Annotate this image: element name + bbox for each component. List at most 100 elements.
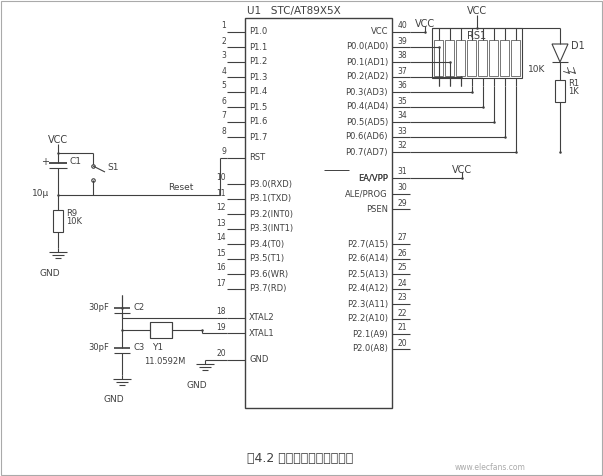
Text: 4: 4 [221, 67, 226, 76]
Text: 21: 21 [397, 324, 407, 333]
Text: 图4.2 单片机最小系统原理图: 图4.2 单片机最小系统原理图 [247, 452, 353, 465]
Text: 17: 17 [216, 278, 226, 288]
Text: 32: 32 [397, 141, 407, 150]
Text: 9: 9 [221, 148, 226, 157]
Text: 10: 10 [216, 173, 226, 182]
Text: 3: 3 [221, 51, 226, 60]
Text: 30pF: 30pF [88, 344, 109, 353]
Text: ALE/PROG: ALE/PROG [346, 189, 388, 198]
Text: P0.6(AD6): P0.6(AD6) [346, 132, 388, 141]
Text: GND: GND [249, 356, 268, 365]
Bar [555, 80, 565, 102]
Text: P2.1(A9): P2.1(A9) [352, 329, 388, 338]
Text: 14: 14 [216, 234, 226, 242]
Text: 20: 20 [397, 338, 407, 347]
Text: P2.2(A10): P2.2(A10) [347, 315, 388, 324]
Text: P3.4(T0): P3.4(T0) [249, 239, 284, 248]
Text: VCC: VCC [467, 6, 487, 16]
Text: C3: C3 [133, 344, 144, 353]
Text: 10μ: 10μ [32, 189, 49, 198]
Text: 34: 34 [397, 111, 407, 120]
Text: P2.0(A8): P2.0(A8) [352, 345, 388, 354]
Text: P3.7(RD): P3.7(RD) [249, 285, 286, 294]
Bar [500, 40, 509, 76]
Text: 23: 23 [397, 294, 407, 303]
Text: P0.3(AD3): P0.3(AD3) [346, 88, 388, 97]
Text: P1.2: P1.2 [249, 58, 267, 67]
Text: 11: 11 [216, 188, 226, 198]
Text: 33: 33 [397, 127, 407, 136]
Text: R9: R9 [66, 209, 77, 218]
Text: 1K: 1K [568, 87, 579, 96]
Text: VCC: VCC [370, 28, 388, 37]
Text: 10K: 10K [66, 217, 82, 226]
Text: 27: 27 [397, 234, 407, 242]
Text: +: + [41, 157, 49, 167]
Text: P1.4: P1.4 [249, 88, 267, 97]
Text: P1.6: P1.6 [249, 118, 267, 127]
Text: 36: 36 [397, 81, 407, 90]
Text: S1: S1 [107, 162, 119, 171]
Polygon shape [552, 44, 568, 62]
Text: 7: 7 [221, 111, 226, 120]
Bar [511, 40, 520, 76]
Text: P3.3(INT1): P3.3(INT1) [249, 225, 293, 234]
Text: GND: GND [40, 268, 60, 278]
Text: 2: 2 [221, 37, 226, 46]
Bar [467, 40, 476, 76]
Text: 1: 1 [221, 21, 226, 30]
Text: P2.3(A11): P2.3(A11) [347, 299, 388, 308]
Text: 11.0592M: 11.0592M [144, 357, 185, 367]
Text: 16: 16 [216, 264, 226, 272]
Bar [478, 40, 487, 76]
Text: P1.5: P1.5 [249, 102, 267, 111]
Bar [150, 322, 172, 338]
Text: 8: 8 [221, 127, 226, 136]
Text: VCC: VCC [452, 165, 472, 175]
Text: P2.4(A12): P2.4(A12) [347, 285, 388, 294]
Text: 29: 29 [397, 198, 407, 208]
Text: P1.1: P1.1 [249, 42, 267, 51]
Text: 18: 18 [216, 307, 226, 317]
Text: P0.0(AD0): P0.0(AD0) [346, 42, 388, 51]
Text: P0.4(AD4): P0.4(AD4) [346, 102, 388, 111]
Text: 30pF: 30pF [88, 304, 109, 313]
Text: www.elecfans.com: www.elecfans.com [455, 464, 525, 473]
Text: P0.2(AD2): P0.2(AD2) [346, 72, 388, 81]
Text: VCC: VCC [415, 19, 435, 29]
Text: P0.7(AD7): P0.7(AD7) [346, 148, 388, 157]
Text: PSEN: PSEN [366, 205, 388, 214]
Text: 19: 19 [216, 323, 226, 331]
Text: P0.1(AD1): P0.1(AD1) [346, 58, 388, 67]
Text: XTAL1: XTAL1 [249, 328, 274, 337]
Text: 22: 22 [397, 308, 407, 317]
Text: 10K: 10K [528, 66, 545, 75]
Text: P2.5(A13): P2.5(A13) [347, 269, 388, 278]
Text: Y1: Y1 [152, 344, 163, 353]
Text: 31: 31 [397, 168, 407, 177]
Text: EA/VPP: EA/VPP [358, 173, 388, 182]
Text: 13: 13 [216, 218, 226, 228]
Text: 5: 5 [221, 81, 226, 90]
Text: XTAL2: XTAL2 [249, 314, 274, 323]
Text: R1: R1 [568, 79, 579, 89]
Text: 6: 6 [221, 97, 226, 106]
Text: 35: 35 [397, 97, 407, 106]
Bar [456, 40, 465, 76]
Text: 30: 30 [397, 184, 407, 192]
Text: 40: 40 [397, 21, 407, 30]
Text: P3.2(INT0): P3.2(INT0) [249, 209, 293, 218]
Text: 38: 38 [397, 51, 407, 60]
Text: U1   STC/AT89X5X: U1 STC/AT89X5X [247, 6, 341, 16]
Text: 15: 15 [216, 248, 226, 258]
Text: 37: 37 [397, 67, 407, 76]
Text: Reset: Reset [168, 184, 194, 192]
Bar [432, 28, 522, 78]
Text: 26: 26 [397, 248, 407, 258]
Text: C2: C2 [133, 304, 144, 313]
Text: EA/VPP: EA/VPP [358, 173, 388, 182]
Bar [245, 18, 392, 408]
Text: P1.0: P1.0 [249, 28, 267, 37]
Text: 25: 25 [397, 264, 407, 272]
Text: VCC: VCC [48, 135, 68, 145]
